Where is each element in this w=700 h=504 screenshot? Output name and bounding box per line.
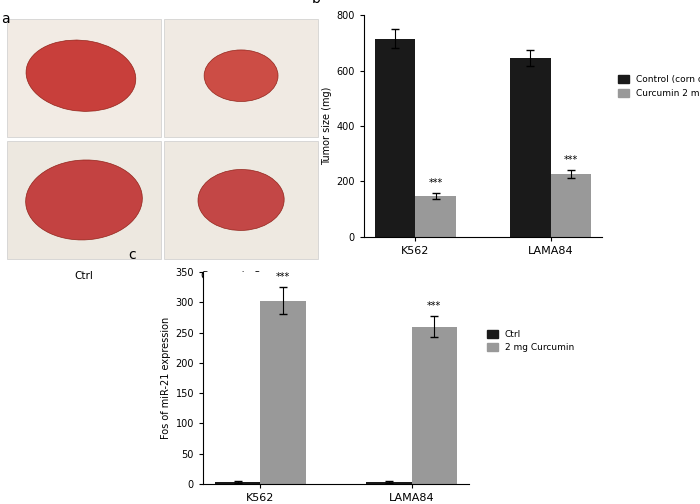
Text: a: a xyxy=(1,13,10,26)
Bar xyxy=(551,174,591,237)
Ellipse shape xyxy=(26,40,136,111)
Ellipse shape xyxy=(26,160,142,240)
Ellipse shape xyxy=(198,169,284,230)
Text: ***: *** xyxy=(428,177,443,187)
Bar xyxy=(215,482,260,484)
FancyBboxPatch shape xyxy=(7,141,161,259)
Text: b: b xyxy=(312,0,321,6)
Text: Curcumin 2 mg: Curcumin 2 mg xyxy=(201,272,281,281)
Y-axis label: Tumor size (mg): Tumor size (mg) xyxy=(322,87,332,165)
Bar xyxy=(415,196,456,237)
Bar xyxy=(510,58,551,237)
Legend: Ctrl, 2 mg Curcumin: Ctrl, 2 mg Curcumin xyxy=(486,330,574,352)
Text: ***: *** xyxy=(427,301,442,311)
Bar xyxy=(260,300,306,484)
Text: ***: *** xyxy=(564,155,578,164)
Bar xyxy=(366,482,412,484)
Text: c: c xyxy=(129,247,136,262)
FancyBboxPatch shape xyxy=(7,20,161,137)
FancyBboxPatch shape xyxy=(164,141,318,259)
Bar xyxy=(412,327,457,484)
Legend: Control (corn oil), Curcumin 2 mg: Control (corn oil), Curcumin 2 mg xyxy=(618,75,700,98)
Y-axis label: Fos of miR-21 expression: Fos of miR-21 expression xyxy=(161,317,172,439)
Bar xyxy=(374,39,415,237)
Text: Ctrl: Ctrl xyxy=(75,272,93,281)
Text: ***: *** xyxy=(276,273,290,282)
Ellipse shape xyxy=(204,50,278,101)
FancyBboxPatch shape xyxy=(164,20,318,137)
